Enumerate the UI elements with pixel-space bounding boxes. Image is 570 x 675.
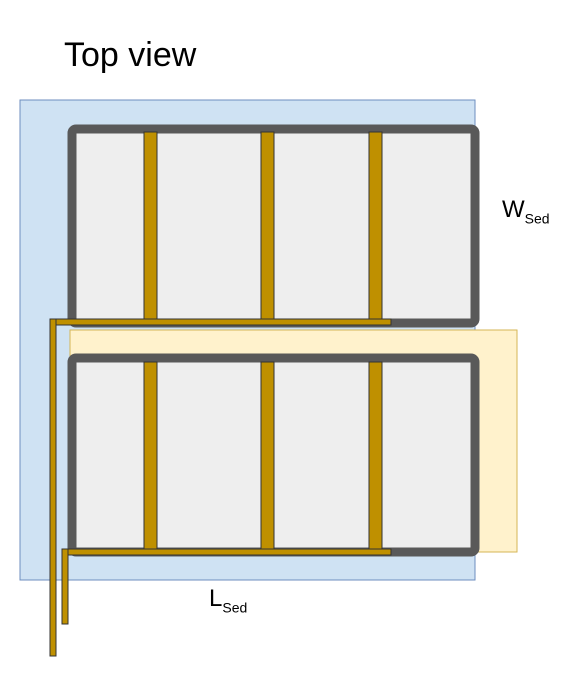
bottom-horizontal-busbar [61, 548, 392, 556]
top-finger-1 [143, 131, 158, 323]
bottom-cell-block [67, 353, 480, 557]
top-finger-3 [368, 131, 383, 323]
length-label-main: L [209, 585, 223, 612]
top-horizontal-busbar [49, 318, 392, 326]
width-dimension-label: WSed [502, 196, 550, 226]
top-finger-2 [260, 131, 275, 323]
bottom-finger-3 [368, 361, 383, 551]
width-label-main: W [502, 196, 525, 223]
bottom-finger-1 [143, 361, 158, 551]
left-vertical-lead-long [49, 318, 57, 657]
width-label-subscript: Sed [524, 210, 550, 227]
length-label-subscript: Sed [222, 599, 248, 616]
left-vertical-lead-short [61, 548, 69, 625]
length-dimension-label: LSed [209, 585, 247, 615]
top-cell-block [67, 124, 480, 328]
busbar-leads [49, 318, 392, 657]
bottom-finger-2 [260, 361, 275, 551]
diagram-title: Top view [64, 36, 197, 74]
